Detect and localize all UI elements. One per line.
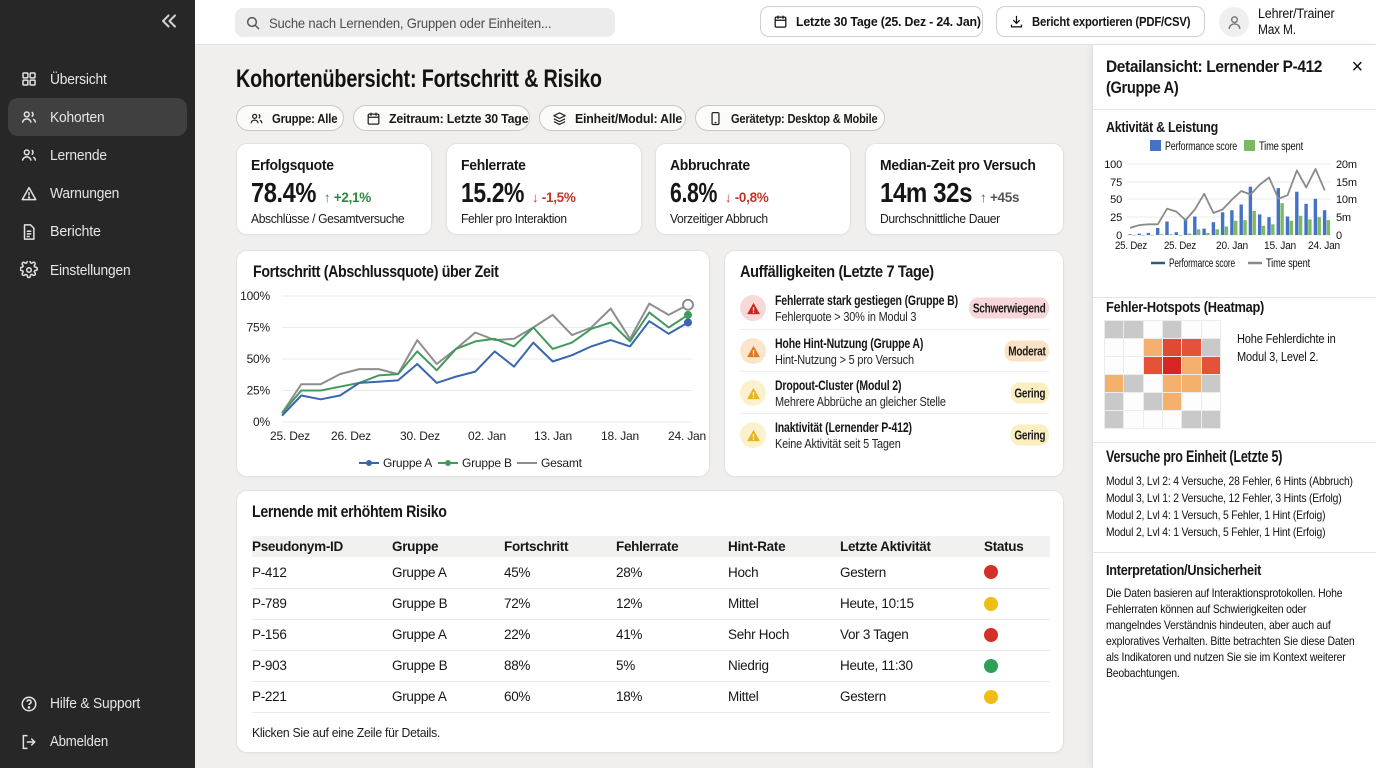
svg-text:15m: 15m — [1336, 177, 1357, 189]
svg-text:0%: 0% — [253, 415, 270, 429]
svg-text:02. Jan: 02. Jan — [468, 429, 506, 443]
svg-text:25. Dez: 25. Dez — [1115, 240, 1147, 252]
svg-text:Gruppe A: Gruppe A — [383, 456, 432, 470]
svg-text:0: 0 — [1116, 230, 1122, 242]
svg-text:0: 0 — [1336, 230, 1342, 242]
svg-text:25. Dez: 25. Dez — [270, 429, 310, 443]
svg-text:25. Dez: 25. Dez — [1164, 240, 1196, 252]
svg-text:25%: 25% — [247, 384, 271, 398]
svg-text:100%: 100% — [240, 289, 270, 303]
svg-text:50%: 50% — [247, 352, 271, 366]
svg-text:24. Jan: 24. Jan — [668, 429, 706, 443]
svg-text:75: 75 — [1110, 177, 1122, 189]
svg-text:20. Jan: 20. Jan — [1216, 240, 1248, 252]
svg-text:13. Jan: 13. Jan — [534, 429, 572, 443]
svg-text:30. Dez: 30. Dez — [400, 429, 440, 443]
svg-text:15. Jan: 15. Jan — [1264, 240, 1296, 252]
svg-text:Performance score: Performance score — [1165, 141, 1237, 153]
svg-text:26. Dez: 26. Dez — [331, 429, 371, 443]
svg-text:25: 25 — [1110, 212, 1122, 224]
svg-text:100: 100 — [1104, 159, 1122, 171]
svg-text:Time spent: Time spent — [1266, 258, 1311, 270]
svg-text:75%: 75% — [247, 321, 271, 335]
svg-text:5m: 5m — [1336, 212, 1351, 224]
svg-text:10m: 10m — [1336, 194, 1357, 206]
svg-text:50: 50 — [1110, 194, 1122, 206]
svg-text:Gesamt: Gesamt — [541, 456, 583, 470]
svg-text:24. Jan: 24. Jan — [1308, 240, 1340, 252]
svg-text:Gruppe B: Gruppe B — [462, 456, 512, 470]
svg-text:Time spent: Time spent — [1259, 141, 1304, 153]
svg-text:18. Jan: 18. Jan — [601, 429, 639, 443]
svg-text:20m: 20m — [1336, 159, 1357, 171]
svg-text:Performarce score: Performarce score — [1169, 258, 1235, 270]
